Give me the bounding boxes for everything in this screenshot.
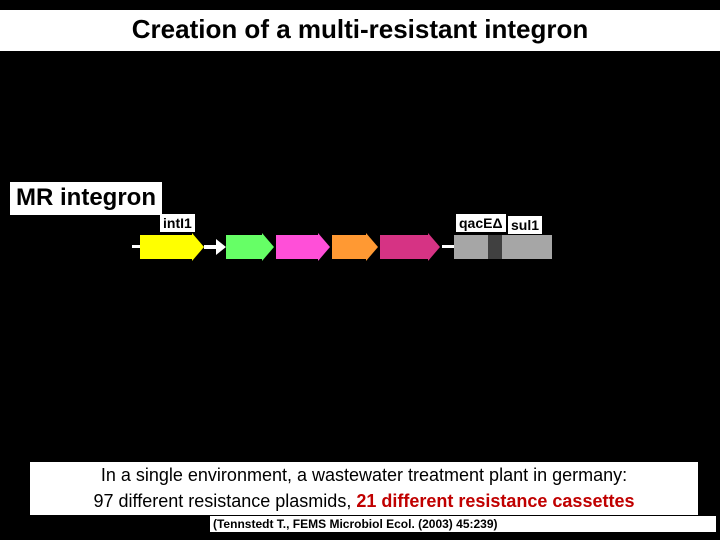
bottom-line-2a: 97 different resistance plasmids, xyxy=(94,491,357,511)
mr-integron-label: MR integron xyxy=(10,182,162,215)
cassette-4-head xyxy=(428,233,440,261)
intI1-label: intI1 xyxy=(160,214,195,232)
intI1-gene-body xyxy=(140,235,192,259)
bottom-line-1-text: In a single environment, a wastewater tr… xyxy=(101,465,627,485)
backbone-line xyxy=(442,245,454,248)
bottom-line-2b: 21 different resistance cassettes xyxy=(356,491,634,511)
qacE-label: qacEΔ xyxy=(456,214,506,232)
cassette-3-head xyxy=(366,233,378,261)
intI1-gene-head xyxy=(192,233,204,261)
cassette-2-body xyxy=(276,235,318,259)
bottom-line-2: 97 different resistance plasmids, 21 dif… xyxy=(30,488,698,515)
sul1-box xyxy=(502,235,552,259)
slide-title: Creation of a multi-resistant integron xyxy=(0,10,720,51)
promoter-head xyxy=(216,239,226,255)
promoter-line xyxy=(204,245,216,249)
cassette-4 xyxy=(380,235,440,259)
sul1-label: sul1 xyxy=(508,216,542,234)
cassette-3 xyxy=(332,235,378,259)
backbone-line xyxy=(132,245,140,248)
cassette-1-head xyxy=(262,233,274,261)
cassette-2 xyxy=(276,235,330,259)
cassette-1 xyxy=(226,235,274,259)
cassette-2-head xyxy=(318,233,330,261)
slide: Creation of a multi-resistant integron M… xyxy=(0,0,720,540)
cassette-3-body xyxy=(332,235,366,259)
cassette-4-body xyxy=(380,235,428,259)
bottom-line-1: In a single environment, a wastewater tr… xyxy=(30,462,698,489)
citation: (Tennstedt T., FEMS Microbiol Ecol. (200… xyxy=(210,516,716,532)
cassette-1-body xyxy=(226,235,262,259)
promoter-arrow xyxy=(204,239,226,255)
intI1-gene xyxy=(140,235,204,259)
